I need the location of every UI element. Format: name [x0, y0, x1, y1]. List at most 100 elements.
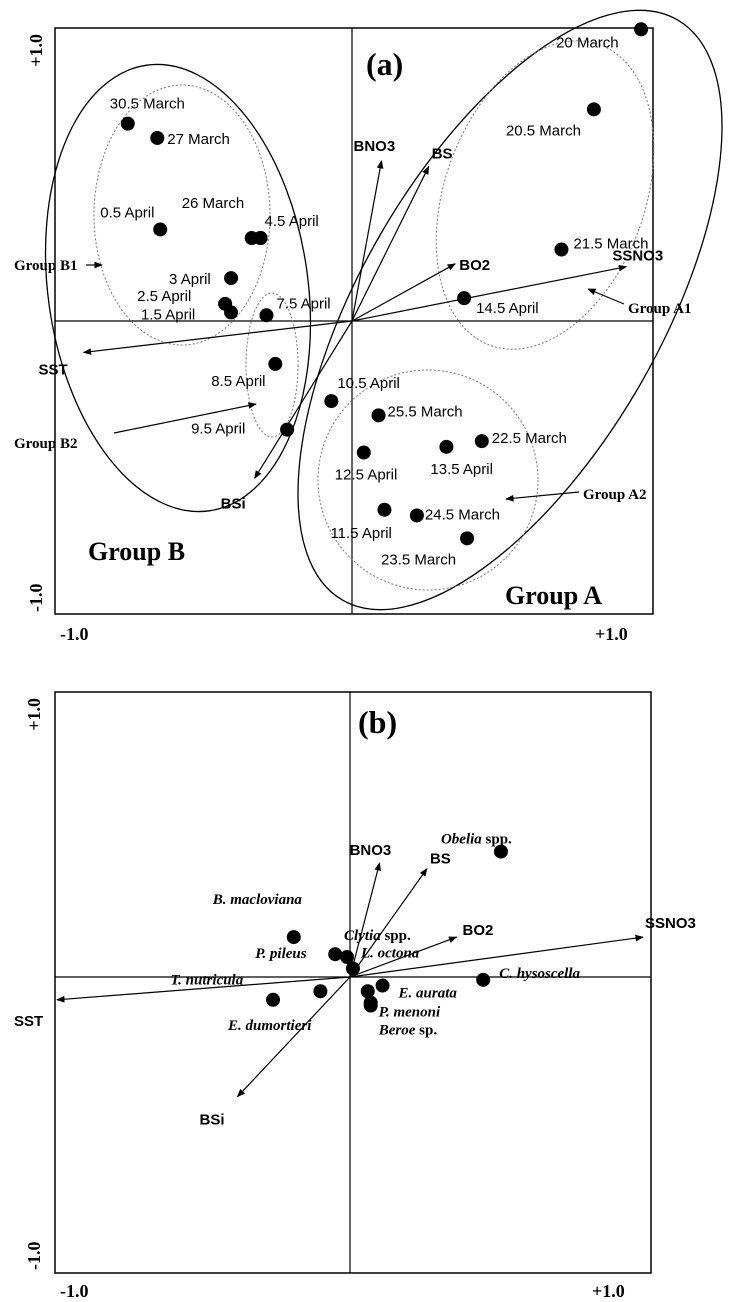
data-point — [150, 130, 165, 145]
species-label: T. nutricula — [170, 972, 243, 988]
data-point — [371, 408, 386, 423]
panel-a-vectors: BNO3 BS BO2 SSNO3 SST BSi — [39, 138, 664, 512]
species-name: B. macloviana — [212, 892, 303, 908]
vector-arrow-bs — [349, 868, 428, 978]
data-point — [286, 930, 301, 945]
vector-label-bno3: BNO3 — [350, 842, 392, 859]
species-label: P. pileus — [255, 946, 307, 962]
data-point — [313, 984, 328, 999]
point-label: 8.5 April — [211, 373, 265, 390]
vector-label-sst: SST — [14, 1013, 43, 1030]
data-point — [554, 242, 569, 257]
data-point — [634, 22, 649, 37]
group-a1-pointer — [587, 288, 625, 305]
point-label: 1.5 April — [141, 306, 195, 323]
group-a-label: Group A — [505, 581, 602, 610]
data-point — [363, 998, 378, 1013]
data-point — [324, 394, 339, 409]
panel-a-y-tick-bottom: -1.0 — [26, 584, 46, 613]
vector-label-bo2: BO2 — [463, 922, 494, 939]
data-point — [457, 291, 472, 306]
point-label: 21.5 March — [573, 236, 648, 253]
data-point — [375, 978, 390, 993]
vector-arrow-bs — [351, 165, 430, 322]
panel-b-vectors: BNO3 BS BO2 SSNO3 SST BSi — [14, 842, 696, 1129]
data-point — [328, 947, 343, 962]
vector-arrow-bo2 — [349, 936, 458, 978]
point-label: 11.5 April — [330, 525, 391, 542]
point-label: 20 March — [556, 34, 619, 51]
data-point — [345, 961, 360, 976]
vector-label-ssno3: SSNO3 — [645, 915, 696, 932]
group-b2-label: Group B2 — [14, 436, 78, 452]
species-name: E. aurata — [398, 986, 458, 1002]
vector-arrow-bsi — [254, 320, 353, 480]
point-label: 13.5 April — [430, 461, 493, 478]
point-label: 2.5 April — [137, 288, 191, 305]
data-point — [280, 422, 295, 437]
panel-a-y-tick-top: +1.0 — [26, 34, 46, 67]
species-name: T. nutricula — [170, 972, 243, 988]
data-point — [253, 231, 268, 246]
point-label: 22.5 March — [492, 430, 567, 447]
point-label: 23.5 March — [381, 551, 456, 568]
point-label: 30.5 March — [110, 96, 185, 113]
panel-a-group-ellipses — [44, 9, 723, 611]
species-label: Clytia spp. — [344, 928, 411, 944]
group-b2-pointer — [113, 402, 257, 434]
vector-label-bs: BS — [432, 146, 453, 163]
species-suffix: sp. — [415, 1023, 437, 1039]
vector-label-bo2: BO2 — [459, 257, 490, 274]
point-label: 20.5 March — [506, 122, 581, 139]
panel-b-x-tick-right: +1.0 — [592, 1281, 625, 1301]
point-label: 24.5 March — [425, 506, 500, 523]
vector-label-bs: BS — [430, 851, 451, 868]
point-label: 0.5 April — [100, 204, 154, 221]
vector-label-bno3: BNO3 — [354, 138, 396, 155]
vector-arrow-ssno3 — [351, 264, 628, 322]
group-a2-label: Group A2 — [583, 487, 647, 503]
data-point — [460, 531, 475, 546]
group-a2-ellipse — [317, 369, 539, 591]
species-name: E. dumortieri — [227, 1018, 312, 1034]
vector-label-bsi: BSi — [221, 495, 246, 512]
point-label: 3 April — [169, 271, 211, 288]
data-point — [259, 308, 274, 323]
panel-a-x-tick-right: +1.0 — [595, 624, 628, 644]
vector-arrow-sst — [56, 976, 351, 1003]
point-label: 27 March — [167, 131, 230, 148]
panel-a-x-tick-left: -1.0 — [60, 624, 89, 644]
group-a2-pointer — [505, 491, 580, 502]
data-point — [493, 844, 508, 859]
panel-b-y-tick-top: +1.0 — [24, 698, 44, 731]
group-b1-ellipse — [93, 84, 271, 346]
panel-b-x-tick-left: -1.0 — [60, 1281, 89, 1301]
vector-arrow-bno3 — [349, 862, 381, 978]
group-a1-ellipse — [435, 40, 655, 350]
data-point — [439, 439, 454, 454]
data-point — [340, 950, 355, 965]
point-label: 10.5 April — [337, 375, 400, 392]
species-label: E. dumortieri — [227, 1018, 312, 1034]
species-label: Obelia spp. — [441, 832, 512, 848]
panel-b: BNO3 BS BO2 SSNO3 SST BSi Obelia spp. B. maclo… — [14, 691, 696, 1301]
species-suffix: spp. — [381, 928, 411, 944]
vector-label-sst: SST — [39, 361, 68, 378]
species-name: P. pileus — [255, 946, 307, 962]
species-label: Beroe sp. — [378, 1023, 438, 1039]
data-point — [153, 222, 168, 237]
panel-a-points: 20 March 20.5 March 30.5 March 27 March 0.5 … — [100, 22, 648, 568]
species-label: P. menoni — [379, 1005, 441, 1021]
group-b1-label: Group B1 — [14, 258, 78, 274]
data-point — [120, 116, 135, 131]
species-name: Clytia — [344, 928, 381, 944]
species-suffix: spp. — [482, 832, 512, 848]
vector-arrow-bsi — [236, 976, 351, 1098]
panel-b-points: Obelia spp. B. macloviana P. pileus Clytia … — [170, 832, 580, 1039]
point-label: 4.5 April — [265, 213, 319, 230]
species-name: P. menoni — [379, 1005, 441, 1021]
data-point — [586, 102, 601, 117]
data-point — [266, 992, 281, 1007]
data-point — [224, 271, 239, 286]
